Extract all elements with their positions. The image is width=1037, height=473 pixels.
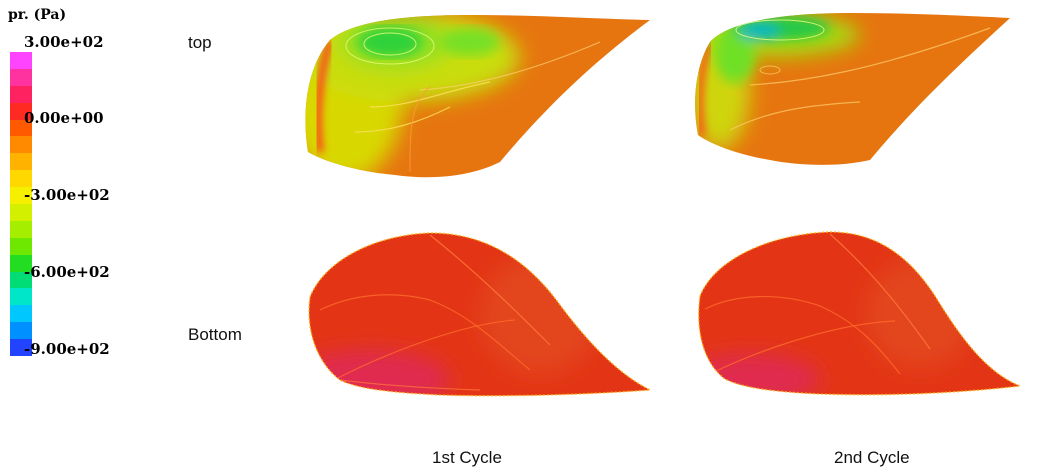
colorbar-swatch (10, 305, 32, 323)
top-surface-1st-cycle (305, 15, 651, 178)
colorbar-tick-min: -9.00e+02 (24, 340, 110, 358)
colorbar-swatch (10, 271, 32, 289)
colorbar-swatch (10, 119, 32, 137)
colorbar-swatch (10, 187, 32, 205)
colorbar-swatch (10, 68, 32, 86)
colorbar-swatch (10, 85, 32, 103)
colorbar-swatch (10, 254, 32, 272)
colorbar-tick-max: 3.00e+02 (24, 33, 104, 51)
row-label-top: top (188, 33, 212, 52)
colorbar-swatch (10, 220, 32, 238)
colorbar-title: pr. (Pa) (8, 7, 67, 23)
colorbar-swatch (10, 170, 32, 188)
colorbar-swatch (10, 322, 32, 340)
colorbar-tick-minus300: -3.00e+02 (24, 186, 110, 204)
colorbar-tick-minus600: -6.00e+02 (24, 263, 110, 281)
colorbar-swatch (10, 288, 32, 306)
colorbar-swatch (10, 52, 32, 69)
colorbar-swatch (10, 153, 32, 171)
colorbar-swatch (10, 204, 32, 221)
column-label-1st-cycle: 1st Cycle (432, 448, 502, 467)
colorbar-swatch (10, 339, 32, 357)
colorbar-swatch (10, 237, 32, 255)
top-surface-2nd-cycle (695, 13, 1010, 165)
bottom-surface-1st-cycle (308, 232, 653, 397)
column-label-2nd-cycle: 2nd Cycle (834, 448, 910, 467)
colorbar-swatch (10, 102, 32, 120)
colorbar (10, 52, 32, 357)
colorbar-swatch (10, 136, 32, 154)
row-label-bottom: Bottom (188, 325, 242, 344)
colorbar-tick-zero: 0.00e+00 (24, 109, 104, 127)
bottom-surface-2nd-cycle (698, 231, 1021, 396)
